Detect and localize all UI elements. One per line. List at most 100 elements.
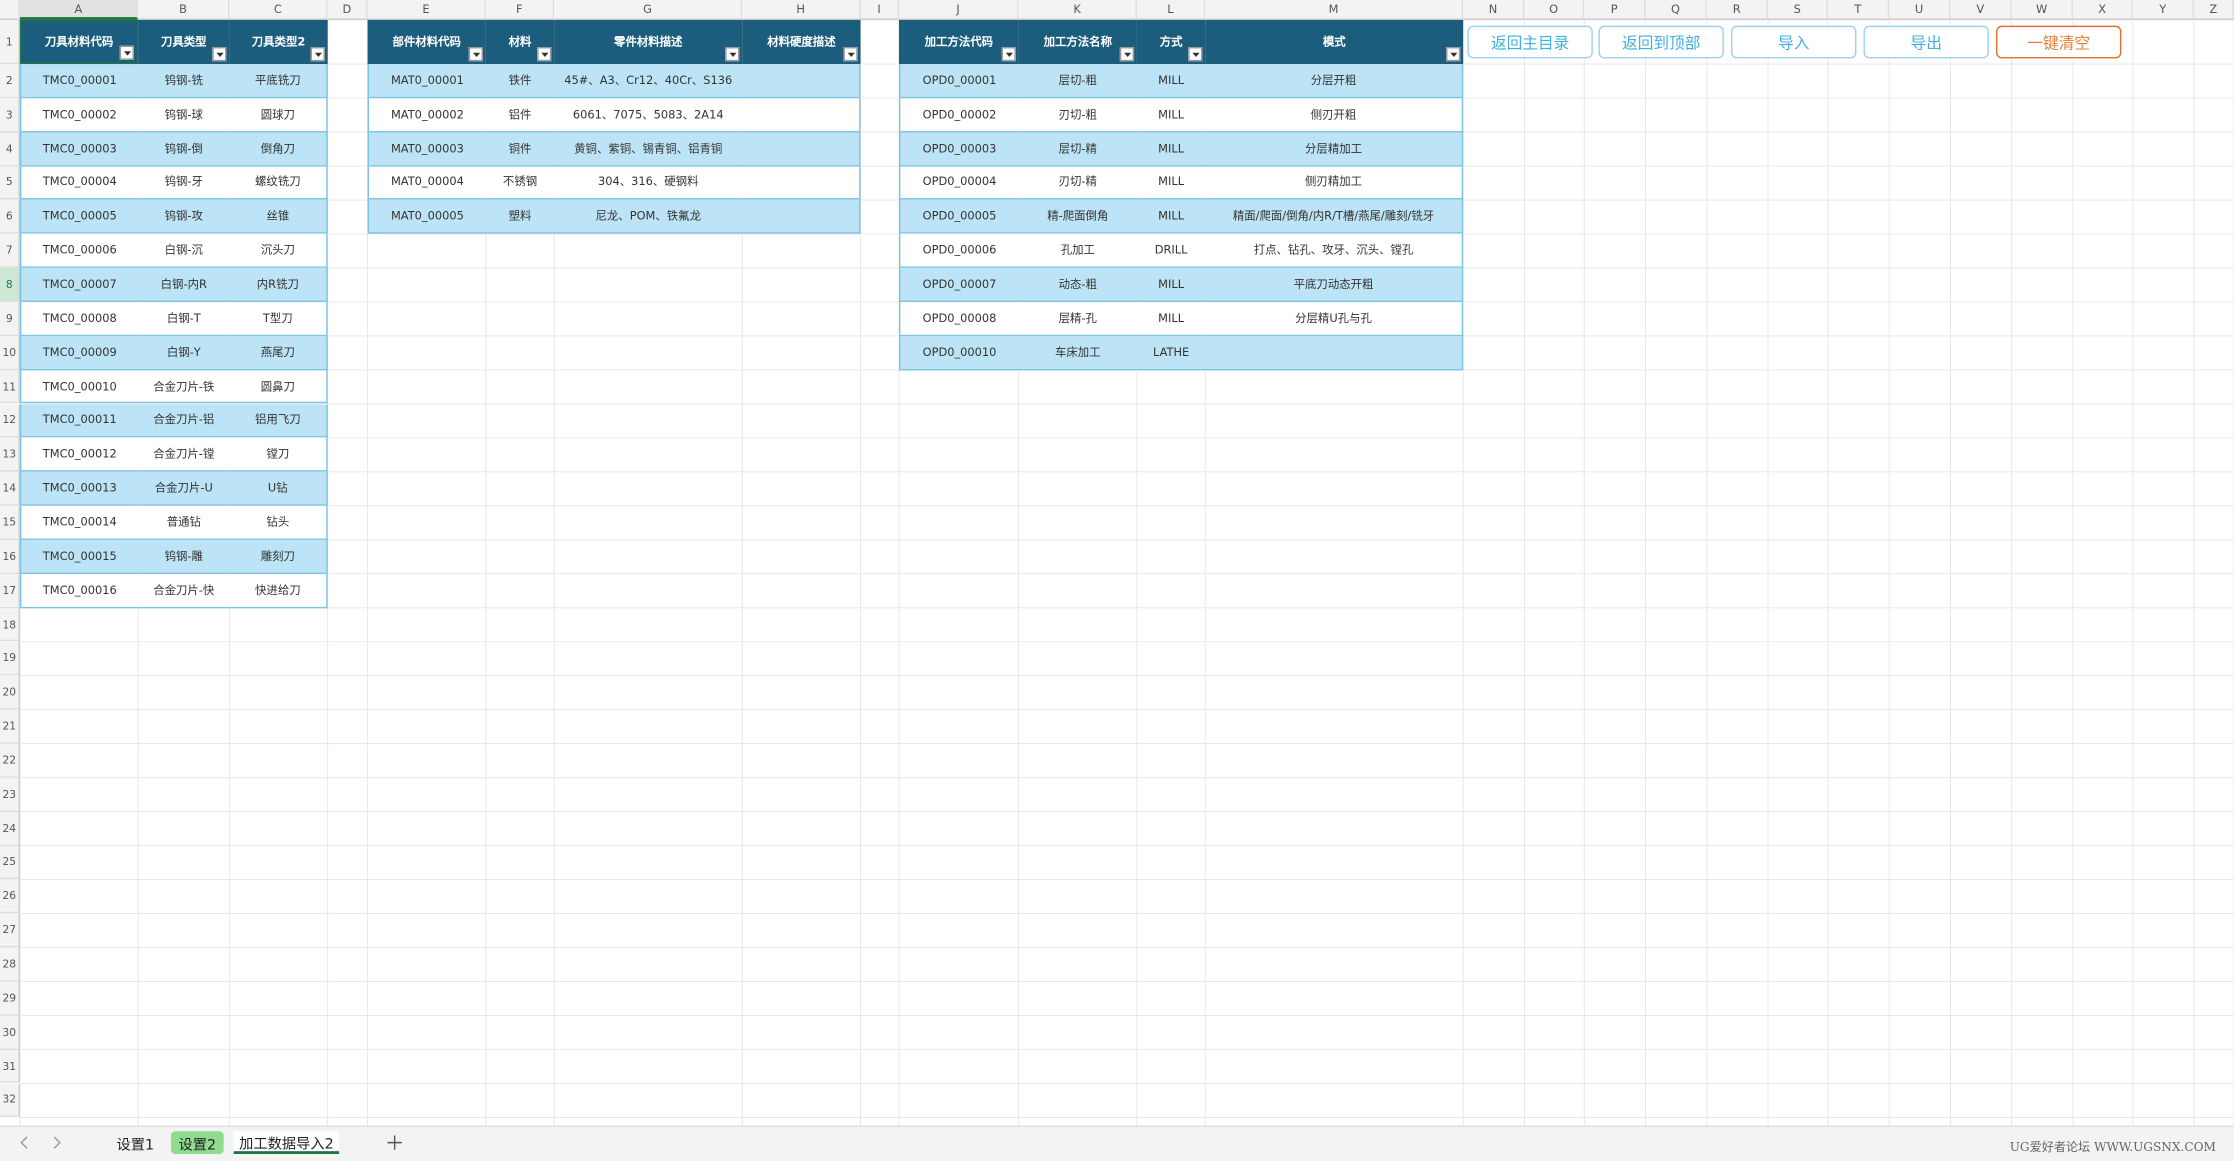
table-cell[interactable]: 平底铣刀 — [229, 64, 328, 99]
table-cell[interactable]: 尼龙、POM、铁氟龙 — [554, 200, 743, 234]
table-cell[interactable]: 倒角刀 — [229, 132, 328, 167]
table-cell[interactable]: DRILL — [1136, 234, 1206, 268]
table-cell[interactable]: 分层精加工 — [1205, 132, 1464, 167]
table-cell[interactable]: OPD0_00008 — [898, 301, 1019, 336]
table-header[interactable]: 模式 — [1205, 19, 1464, 65]
table-cell[interactable]: 分层开粗 — [1205, 64, 1464, 99]
row-header[interactable]: 9 — [0, 301, 20, 336]
table-cell[interactable]: OPD0_00004 — [898, 166, 1019, 201]
column-header[interactable]: E — [367, 0, 486, 20]
column-header[interactable]: T — [1827, 0, 1890, 20]
column-header[interactable]: V — [1950, 0, 2012, 20]
table-cell[interactable]: 圆球刀 — [229, 98, 328, 133]
row-header[interactable]: 28 — [0, 947, 20, 982]
table-cell[interactable]: TMC0_00014 — [19, 505, 139, 540]
column-header[interactable]: N — [1463, 0, 1525, 20]
table-cell[interactable]: 钻头 — [229, 505, 328, 540]
table-cell[interactable]: TMC0_00006 — [19, 234, 139, 268]
table-cell[interactable] — [1205, 335, 1464, 370]
row-header[interactable]: 17 — [0, 573, 20, 608]
row-header[interactable]: 11 — [0, 369, 20, 404]
table-cell[interactable]: 精面/爬面/倒角/内R/T槽/燕尾/雕刻/铣牙 — [1205, 200, 1464, 234]
table-cell[interactable]: 304、316、硬钢料 — [554, 166, 743, 201]
table-cell[interactable]: 黄铜、紫铜、锡青铜、铝青铜 — [554, 132, 743, 167]
row-header[interactable]: 24 — [0, 811, 20, 846]
table-cell[interactable]: 钨钢-倒 — [138, 132, 230, 167]
table-header[interactable]: 加工方法代码 — [898, 19, 1019, 65]
table-cell[interactable]: 合金刀片-铝 — [138, 403, 230, 438]
table-cell[interactable]: 白钢-T — [138, 301, 230, 336]
row-header[interactable]: 8 — [0, 267, 20, 302]
column-header[interactable]: X — [2072, 0, 2133, 20]
table-cell[interactable]: 不锈钢 — [485, 166, 555, 201]
row-header[interactable]: 30 — [0, 1015, 20, 1050]
table-cell[interactable]: TMC0_00009 — [19, 335, 139, 370]
table-cell[interactable]: 车床加工 — [1018, 335, 1137, 370]
table-header[interactable]: 部件材料代码 — [367, 19, 486, 65]
row-header[interactable]: 5 — [0, 166, 20, 201]
table-cell[interactable]: TMC0_00012 — [19, 437, 139, 472]
row-header[interactable]: 29 — [0, 981, 20, 1016]
table-cell[interactable]: 分层精U孔与孔 — [1205, 301, 1464, 336]
table-cell[interactable]: TMC0_00015 — [19, 539, 139, 574]
filter-button[interactable] — [310, 47, 325, 62]
filter-button[interactable] — [119, 45, 134, 60]
table-cell[interactable] — [742, 200, 861, 234]
column-header[interactable]: U — [1889, 0, 1951, 20]
table-cell[interactable]: 钨钢-铣 — [138, 64, 230, 99]
column-header[interactable]: G — [554, 0, 743, 20]
table-cell[interactable]: OPD0_00007 — [898, 267, 1019, 302]
table-cell[interactable]: MAT0_00002 — [367, 98, 486, 133]
table-cell[interactable]: MILL — [1136, 301, 1206, 336]
table-cell[interactable]: 快进给刀 — [229, 573, 328, 608]
row-header[interactable]: 20 — [0, 675, 20, 710]
column-header[interactable]: W — [2011, 0, 2073, 20]
row-header[interactable]: 2 — [0, 64, 20, 99]
table-cell[interactable]: 铁件 — [485, 64, 555, 99]
table-cell[interactable]: 铜件 — [485, 132, 555, 167]
table-header[interactable]: 刀具材料代码 — [19, 19, 139, 65]
table-cell[interactable]: MAT0_00005 — [367, 200, 486, 234]
row-header[interactable]: 19 — [0, 641, 20, 676]
table-cell[interactable]: 精-爬面倒角 — [1018, 200, 1137, 234]
row-header[interactable]: 23 — [0, 777, 20, 812]
table-cell[interactable]: 合金刀片-快 — [138, 573, 230, 608]
tab-nav[interactable] — [7, 1126, 92, 1161]
sheet-tab[interactable]: 设置2 — [170, 1131, 224, 1155]
row-header[interactable]: 13 — [0, 437, 20, 472]
table-cell[interactable]: 塑料 — [485, 200, 555, 234]
button[interactable]: 导出 — [1863, 25, 1989, 59]
row-header[interactable]: 4 — [0, 132, 20, 167]
sheet-tab[interactable]: 加工数据导入2 — [233, 1131, 340, 1155]
table-cell[interactable]: MILL — [1136, 267, 1206, 302]
column-header[interactable]: O — [1524, 0, 1585, 20]
button[interactable]: 导入 — [1731, 25, 1857, 59]
column-header[interactable]: H — [742, 0, 861, 20]
column-header[interactable]: I — [860, 0, 899, 20]
table-cell[interactable]: MILL — [1136, 166, 1206, 201]
table-cell[interactable]: OPD0_00010 — [898, 335, 1019, 370]
table-cell[interactable]: 层切-粗 — [1018, 64, 1137, 99]
button[interactable]: 一键清空 — [1996, 25, 2122, 59]
table-cell[interactable]: 打点、钻孔、攻牙、沉头、镗孔 — [1205, 234, 1464, 268]
table-cell[interactable]: 白钢-沉 — [138, 234, 230, 268]
table-cell[interactable]: MILL — [1136, 200, 1206, 234]
table-cell[interactable]: 雕刻刀 — [229, 539, 328, 574]
filter-button[interactable] — [1001, 47, 1016, 62]
table-cell[interactable]: 普通钻 — [138, 505, 230, 540]
table-cell[interactable]: OPD0_00005 — [898, 200, 1019, 234]
table-cell[interactable]: 钨钢-球 — [138, 98, 230, 133]
filter-button[interactable] — [468, 47, 483, 62]
filter-button[interactable] — [1446, 47, 1461, 62]
row-header[interactable]: 10 — [0, 335, 20, 370]
row-header[interactable]: 27 — [0, 913, 20, 948]
table-cell[interactable]: TMC0_00004 — [19, 166, 139, 201]
row-header[interactable]: 7 — [0, 234, 20, 268]
table-header[interactable]: 材料 — [485, 19, 555, 65]
table-cell[interactable]: 刃切-粗 — [1018, 98, 1137, 133]
table-cell[interactable]: 刃切-精 — [1018, 166, 1137, 201]
table-cell[interactable] — [742, 64, 861, 99]
table-cell[interactable]: 丝锥 — [229, 200, 328, 234]
table-cell[interactable]: MAT0_00003 — [367, 132, 486, 167]
table-cell[interactable]: 白钢-Y — [138, 335, 230, 370]
